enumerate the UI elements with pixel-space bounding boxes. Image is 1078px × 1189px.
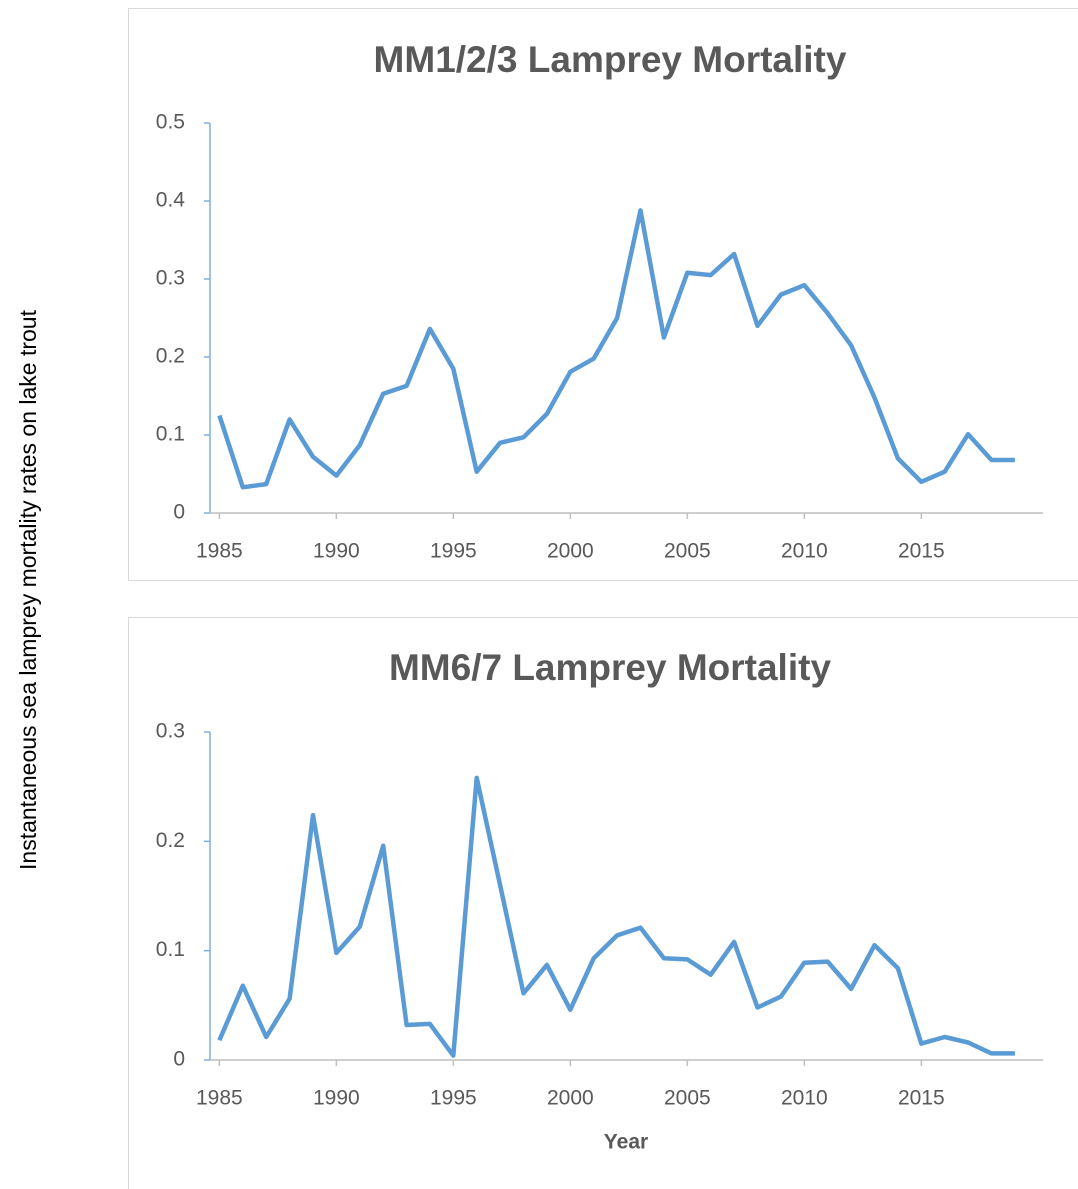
x-tick-label: 2000 <box>547 540 594 563</box>
y-tick-label: 0 <box>173 1048 185 1071</box>
y-tick-label: 0.3 <box>156 267 185 290</box>
chart-title: MM6/7 Lamprey Mortality <box>389 647 831 688</box>
y-tick-label: 0.1 <box>156 423 185 446</box>
y-tick-label: 0.1 <box>156 938 185 961</box>
x-tick-label: 2010 <box>781 1087 828 1110</box>
x-tick-label: 2015 <box>898 540 945 563</box>
x-tick-label: 1985 <box>196 540 243 563</box>
data-line <box>217 208 1015 490</box>
x-tick-label: 2015 <box>898 1087 945 1110</box>
panel-frame <box>128 617 1078 1189</box>
y-tick-label: 0.4 <box>156 189 186 212</box>
y-tick-label: 0.3 <box>156 720 185 743</box>
y-axis-title: Instantaneous sea lamprey mortality rate… <box>15 309 41 870</box>
y-tick-label: 0.5 <box>156 111 185 134</box>
chart-title: MM1/2/3 Lamprey Mortality <box>374 39 847 80</box>
x-axis-title: Year <box>604 1131 648 1154</box>
panel-frame <box>128 8 1078 581</box>
x-tick-label: 2010 <box>781 540 828 563</box>
x-tick-label: 1990 <box>313 1087 360 1110</box>
x-tick-label: 1995 <box>430 540 477 563</box>
x-tick-label: 1995 <box>430 1087 477 1110</box>
x-tick-label: 2000 <box>547 1087 594 1110</box>
x-tick-label: 2005 <box>664 540 711 563</box>
y-tick-label: 0.2 <box>156 829 185 852</box>
x-tick-label: 1985 <box>196 1087 243 1110</box>
y-tick-label: 0.2 <box>156 345 185 368</box>
x-tick-label: 2005 <box>664 1087 711 1110</box>
data-line <box>217 775 1015 1058</box>
y-tick-label: 0 <box>173 501 185 524</box>
x-tick-label: 1990 <box>313 540 360 563</box>
